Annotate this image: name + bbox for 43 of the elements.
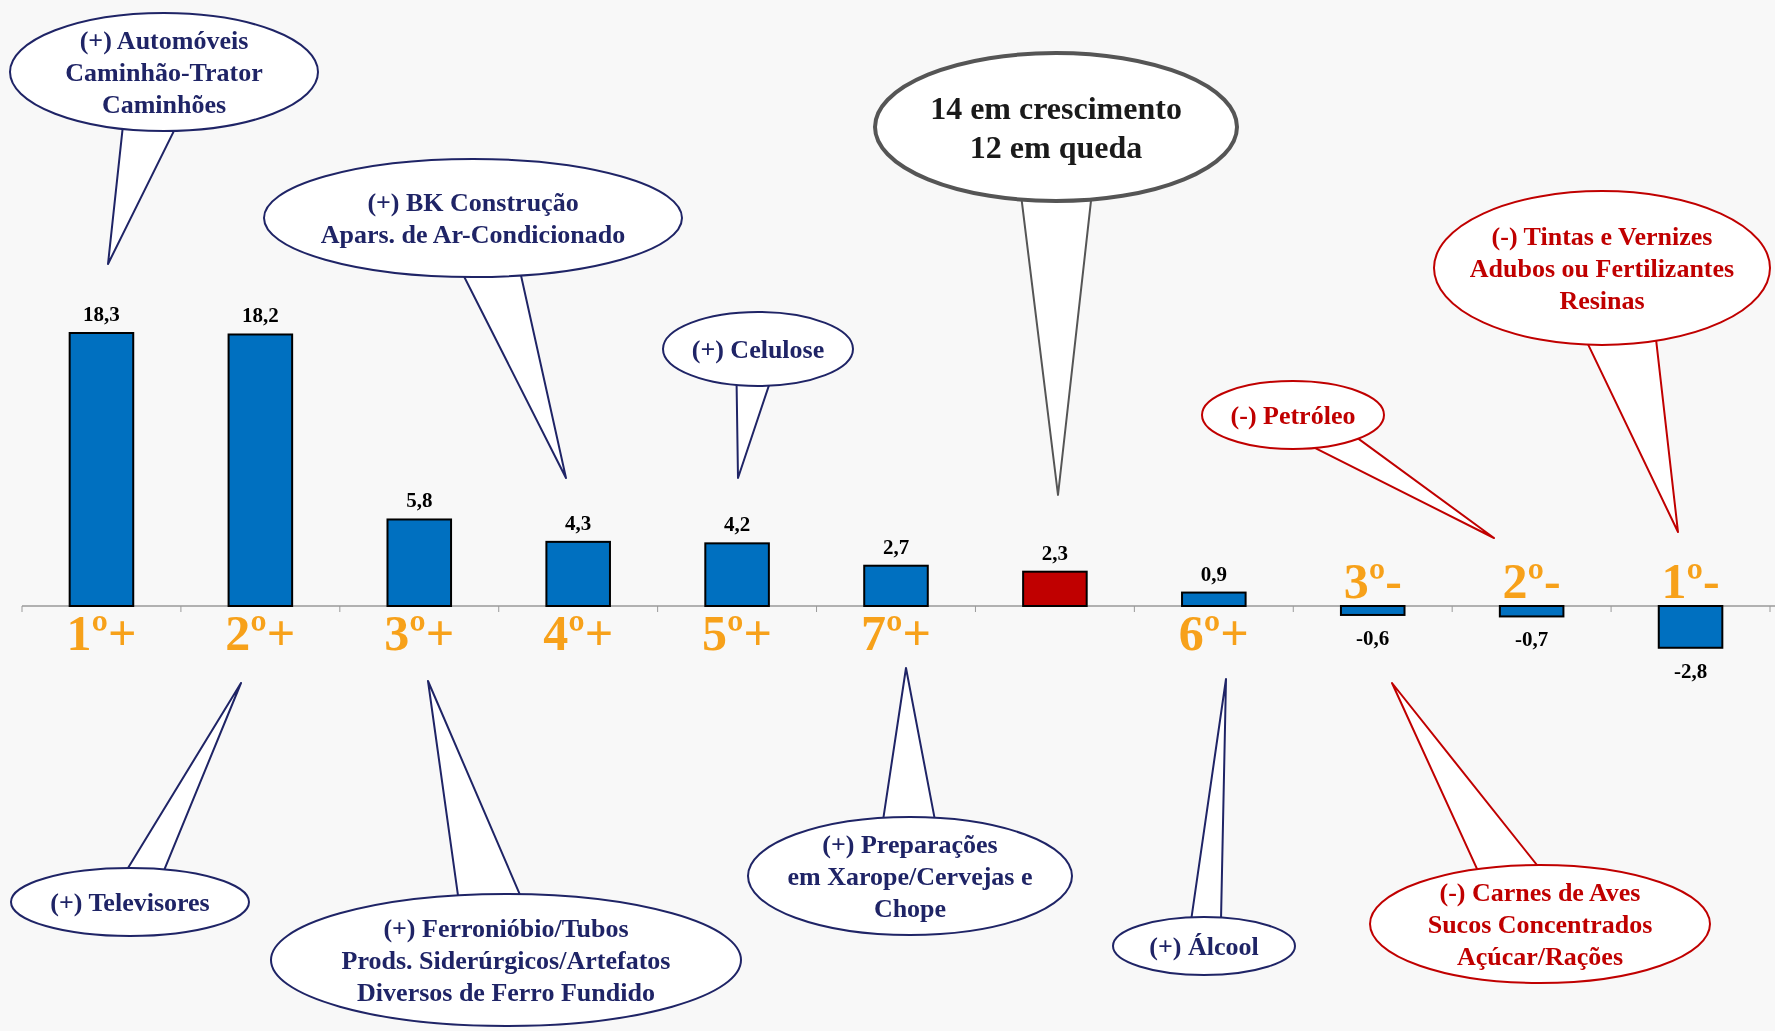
bar (1181, 591, 1247, 607)
data-label: -2,8 (1673, 658, 1708, 683)
bar (1022, 570, 1088, 607)
data-label: 4,2 (723, 512, 751, 537)
x-tick-label: 4º+ (543, 605, 614, 661)
bar (386, 518, 453, 607)
x-tick-label: 3º- (1343, 553, 1402, 609)
x-tick-label: 2º+ (225, 605, 296, 661)
bar (545, 540, 611, 607)
text: 14 em crescimento 12 em queda (930, 89, 1182, 165)
text: (+) Ferronióbio/Tubos Prods. Siderúrgicos/Artefatos Diversos de Ferro Fundido (341, 914, 671, 1007)
data-label: 18,3 (83, 302, 120, 326)
data-label: 4,3 (565, 510, 592, 535)
x-tick-label: 7º+ (861, 605, 931, 661)
bar (1657, 605, 1724, 649)
bar (1498, 605, 1565, 618)
data-label: 2,7 (882, 534, 910, 559)
bar (704, 542, 770, 607)
x-tick-label: 2º- (1502, 553, 1561, 609)
annotation: (+) Celulose (691, 335, 825, 365)
x-tick-label: 1º- (1661, 553, 1720, 609)
x-tick-label: 1º+ (66, 605, 137, 661)
data-label: -0,6 (1356, 625, 1390, 650)
bar (1339, 605, 1406, 616)
annotation: (-) Petróleo (1230, 401, 1356, 431)
data-label: 2,3 (1041, 540, 1069, 565)
text: (-) Carnes de Aves Sucos Concentrados Açúcar/Rações (1427, 878, 1653, 971)
text: (+) Televisores (50, 888, 210, 918)
x-tick-label: 3º+ (384, 605, 455, 661)
text: (+) Álcool (1149, 932, 1259, 962)
text: (+) BK Construção Apars. de Ar-Condicionado (320, 188, 626, 249)
data-label: 5,8 (406, 488, 433, 513)
data-label: 0,9 (1200, 561, 1227, 586)
text: (+) Preparações em Xarope/Cervejas e Chope (787, 830, 1033, 923)
data-label: 18,2 (241, 303, 279, 328)
bar (68, 332, 135, 607)
x-tick-label: 6º+ (1178, 605, 1249, 661)
bar (863, 564, 929, 607)
data-label: -0,7 (1515, 627, 1549, 652)
text: (-) Tintas e Vernizes Adubos ou Fertilizantes Resinas (1469, 222, 1735, 315)
bar (227, 333, 294, 607)
x-tick-label: 5º+ (702, 605, 773, 661)
text: (+) Automóveis Caminhão-Trator Caminhões (65, 26, 263, 119)
